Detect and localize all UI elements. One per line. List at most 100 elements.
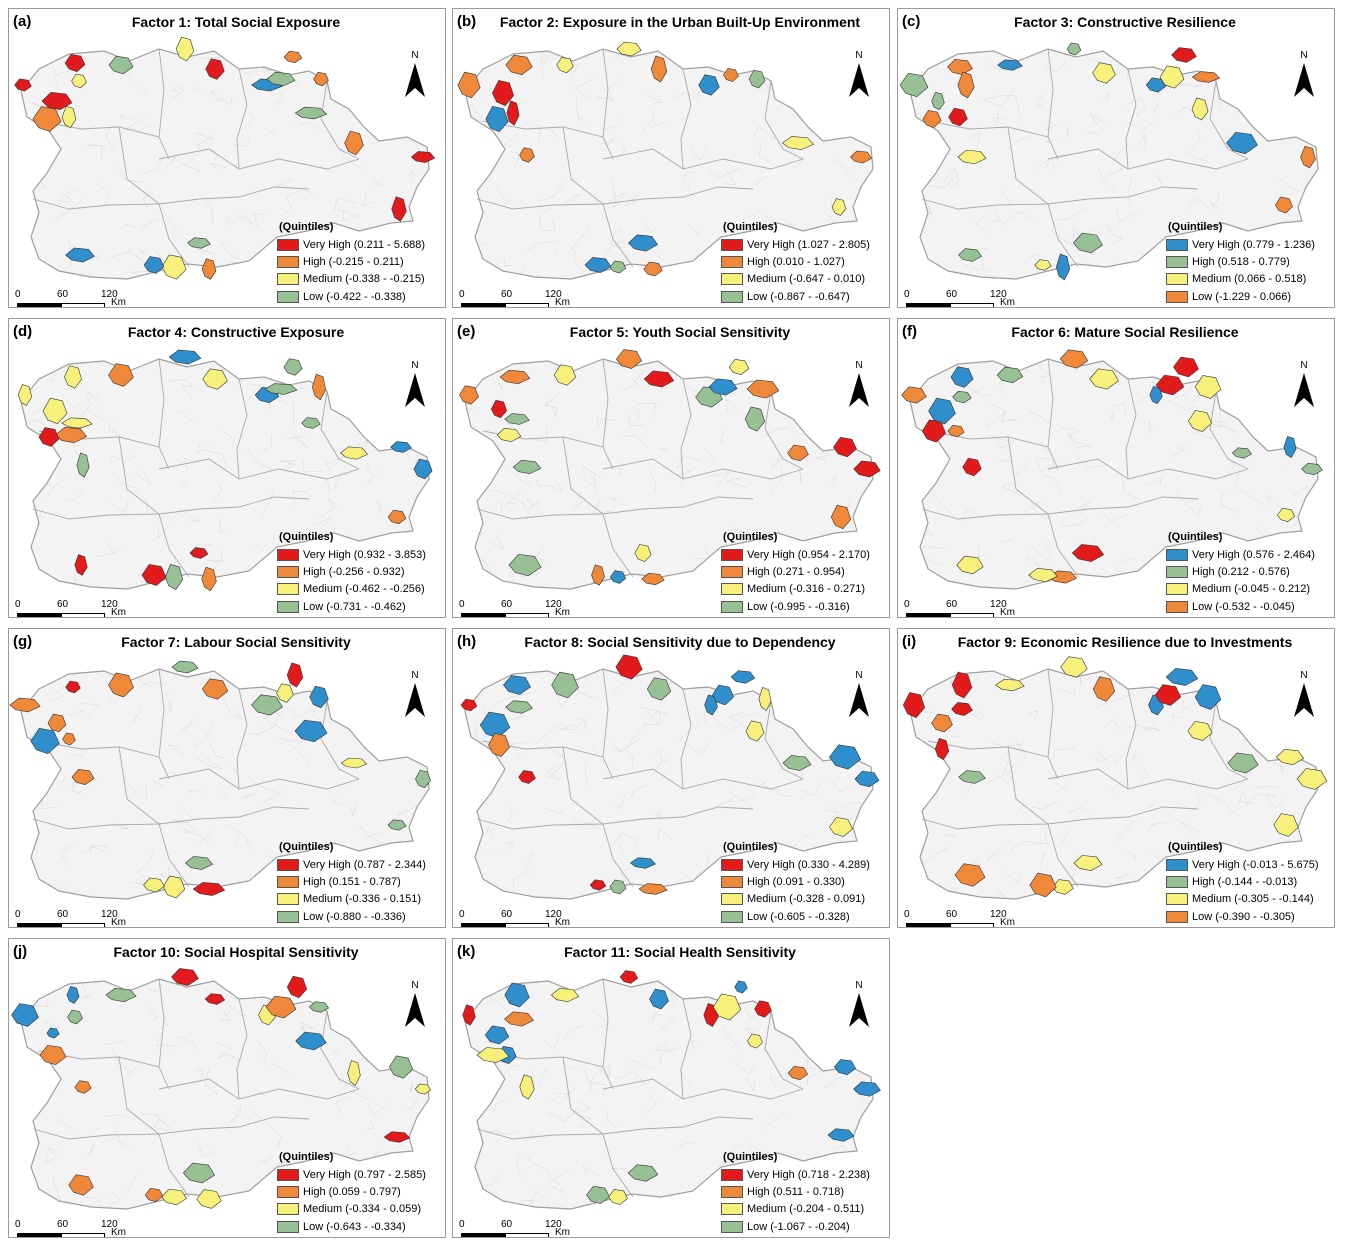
scale-segment bbox=[505, 613, 549, 617]
municipality-yellow bbox=[616, 41, 642, 57]
municipality-orange bbox=[144, 1187, 164, 1203]
municipality-green bbox=[744, 406, 766, 432]
legend-item: Very High (0.954 - 2.170) bbox=[721, 546, 889, 563]
scale-tick: 60 bbox=[57, 599, 69, 610]
scale-tick: 120 bbox=[990, 599, 1007, 610]
municipality-red bbox=[1171, 47, 1197, 63]
legend-swatch bbox=[277, 910, 299, 923]
province-boundary bbox=[1087, 496, 1199, 510]
province-boundary bbox=[320, 390, 360, 470]
legend-title: (Quintiles) bbox=[279, 1151, 334, 1163]
scale-unit: Km bbox=[111, 917, 126, 928]
legend-title: (Quintiles) bbox=[1168, 841, 1223, 853]
scale-unit: Km bbox=[111, 1227, 126, 1238]
scale-tick: 120 bbox=[545, 909, 562, 920]
province-boundary bbox=[764, 700, 804, 780]
province-boundary bbox=[118, 436, 170, 550]
north-label: N bbox=[1300, 50, 1308, 61]
legend-item: Low (-0.880 - -0.336) bbox=[277, 908, 445, 925]
municipality-yellow bbox=[71, 73, 87, 89]
legend-label: High (0.212 - 0.576) bbox=[1192, 566, 1290, 579]
legend-label: Low (-0.422 - -0.338) bbox=[303, 290, 406, 303]
legend-item: Very Low (-2.765 - -0.880) bbox=[277, 926, 445, 927]
scale-unit: Km bbox=[111, 607, 126, 618]
region-outline bbox=[464, 358, 874, 590]
legend-swatch bbox=[721, 893, 743, 906]
municipality-orange bbox=[71, 769, 95, 785]
legend-label: High (0.151 - 0.787) bbox=[303, 876, 401, 889]
north-arrow-icon bbox=[405, 683, 425, 717]
municipality-red bbox=[1173, 356, 1199, 378]
scale-tick: 120 bbox=[990, 289, 1007, 300]
legend-item: Medium (-0.334 - 0.059) bbox=[277, 1201, 445, 1218]
scale-bar: 0 60 120 Km bbox=[15, 599, 155, 618]
municipality-orange bbox=[787, 1065, 809, 1081]
legend-swatch bbox=[1166, 910, 1188, 923]
municipality-yellow bbox=[550, 987, 580, 1003]
municipality-yellow bbox=[781, 136, 815, 150]
municipality-orange bbox=[650, 55, 668, 83]
legend-swatch bbox=[277, 1203, 299, 1216]
municipality-green bbox=[586, 1185, 610, 1205]
legend-item: High (0.271 - 0.954) bbox=[721, 563, 889, 580]
municipality-orange bbox=[459, 385, 479, 405]
municipality-yellow bbox=[634, 544, 652, 562]
scale-tick: 0 bbox=[459, 909, 465, 920]
legend-title: (Quintiles) bbox=[723, 221, 778, 233]
municipality-orange bbox=[922, 110, 942, 128]
legend-swatch bbox=[721, 256, 743, 269]
legend-label: Low (-0.532 - -0.045) bbox=[1192, 600, 1295, 613]
legend-item: Low (-0.643 - -0.334) bbox=[277, 1218, 445, 1235]
region-outline bbox=[20, 48, 430, 280]
legend-swatch bbox=[277, 238, 299, 251]
legend-label: Low (-0.995 - -0.316) bbox=[747, 600, 850, 613]
municipality-yellow bbox=[1060, 656, 1088, 678]
scale-tick: 60 bbox=[946, 599, 958, 610]
legend-swatch bbox=[277, 893, 299, 906]
municipality-orange bbox=[591, 564, 605, 586]
legend-swatch bbox=[721, 910, 743, 923]
scale-tick: 60 bbox=[57, 909, 69, 920]
legend: (Quintiles) Very High (-0.013 - 5.675) Hig… bbox=[1166, 841, 1334, 927]
municipality-red bbox=[518, 770, 536, 784]
municipality-orange bbox=[947, 58, 973, 76]
municipality-red bbox=[490, 399, 508, 419]
legend: (Quintiles) Very High (0.718 - 2.238) High… bbox=[721, 1151, 889, 1237]
province-boundary bbox=[1125, 68, 1137, 170]
province-boundary bbox=[1087, 806, 1199, 820]
municipality-red bbox=[410, 151, 436, 163]
scale-segment bbox=[906, 923, 950, 927]
province-boundary bbox=[158, 1078, 360, 1100]
municipality-orange bbox=[74, 1080, 92, 1094]
municipality-orange bbox=[265, 995, 297, 1019]
municipality-blue bbox=[46, 1027, 60, 1039]
municipality-orange bbox=[638, 883, 668, 895]
legend-label: Low (-0.731 - -0.462) bbox=[303, 600, 406, 613]
scale-tick: 0 bbox=[904, 289, 910, 300]
province-boundary bbox=[921, 198, 1089, 210]
legend-item: High (0.059 - 0.797) bbox=[277, 1183, 445, 1200]
legend-label: Very High (0.932 - 3.853) bbox=[303, 548, 426, 561]
municipality-green bbox=[748, 69, 766, 89]
municipality-green bbox=[251, 694, 283, 716]
province-boundary bbox=[612, 548, 634, 578]
legend-swatch bbox=[277, 548, 299, 561]
legend-item: Very High (0.576 - 2.464) bbox=[1166, 546, 1334, 563]
north-label: N bbox=[411, 360, 419, 371]
municipality-orange bbox=[488, 732, 510, 758]
province-boundary bbox=[764, 80, 804, 160]
province-boundary bbox=[158, 148, 360, 170]
scale-tick: 0 bbox=[15, 909, 21, 920]
municipality-blue bbox=[30, 727, 60, 755]
scale-segment bbox=[17, 923, 61, 927]
municipality-red bbox=[286, 662, 304, 688]
panel-letter: (c) bbox=[902, 13, 921, 30]
municipality-blue bbox=[294, 719, 328, 743]
legend-swatch bbox=[1166, 273, 1188, 286]
municipality-yellow bbox=[831, 198, 847, 216]
scale-bar: 0 60 120 Km bbox=[904, 909, 1044, 927]
scale-segment bbox=[61, 1233, 105, 1237]
legend-item: Low (-0.605 - -0.328) bbox=[721, 908, 889, 925]
municipality-red bbox=[171, 968, 199, 986]
legend-item: Very High (-0.013 - 5.675) bbox=[1166, 856, 1334, 873]
